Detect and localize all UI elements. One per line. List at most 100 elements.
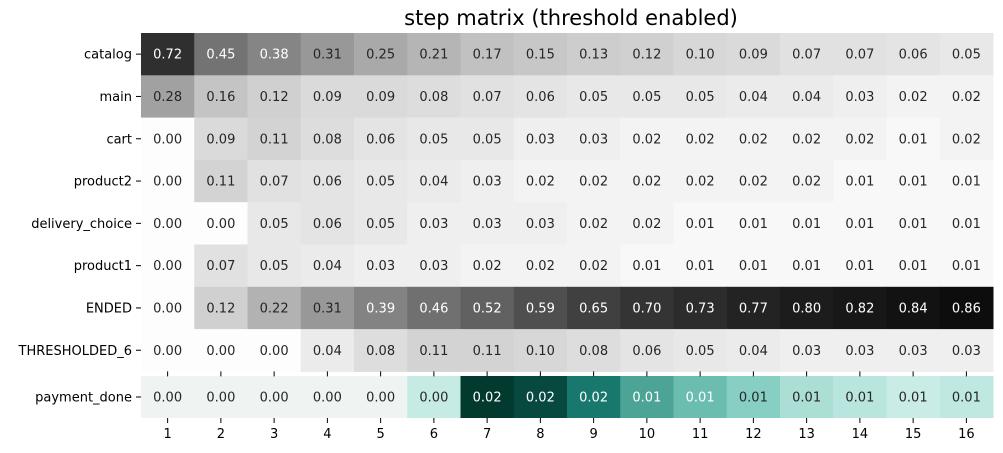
cell-value-label: 0.16 [206, 90, 235, 105]
heatmap-cell [833, 159, 887, 203]
heatmap-cell [567, 75, 621, 119]
chart-title: step matrix (threshold enabled) [404, 6, 738, 30]
heatmap-cell [141, 244, 195, 288]
heatmap-cell [354, 286, 408, 330]
heatmap-cell [141, 75, 195, 119]
cell-value-label: 0.01 [845, 175, 874, 190]
cell-value-label: 0.04 [313, 344, 342, 359]
cell-value-label: 0.45 [206, 48, 235, 63]
cell-value-label: 0.84 [899, 301, 928, 316]
heatmap-cell [833, 244, 887, 288]
heatmap-cell [726, 117, 781, 161]
cell-value-label: 0.01 [632, 259, 661, 274]
cell-value-label: 0.04 [313, 259, 342, 274]
heatmap-cell [300, 286, 355, 330]
cell-value-label: 0.07 [792, 48, 821, 63]
cell-value-label: 0.00 [153, 344, 182, 359]
y-tick-label: ENDED [86, 301, 132, 316]
heatmap-cell [780, 286, 834, 330]
heatmap-cell [407, 286, 461, 330]
heatmap-cell [726, 159, 781, 203]
heatmap-cell [620, 286, 674, 330]
heatmap-cell [460, 202, 515, 245]
heatmap-cell [726, 244, 781, 288]
heatmap-cell [780, 117, 834, 161]
cell-value-label: 0.03 [526, 132, 555, 147]
cell-value-label: 0.01 [899, 132, 928, 147]
cell-value-label: 0.00 [153, 301, 182, 316]
heatmap-cell [513, 329, 568, 372]
cell-value-label: 0.08 [313, 132, 342, 147]
target-heatmap-cell [300, 376, 355, 418]
cell-value-label: 0.00 [260, 344, 289, 359]
heatmap-cell [620, 33, 674, 76]
heatmap-cell [833, 329, 887, 372]
cell-value-label: 0.01 [739, 259, 768, 274]
cell-value-label: 0.01 [686, 259, 715, 274]
heatmap-cell [939, 286, 994, 330]
target-heatmap-cell [620, 376, 674, 418]
x-tick-label: 6 [430, 427, 438, 442]
heatmap-cell [460, 286, 515, 330]
cell-value-label: 0.03 [473, 175, 502, 190]
heatmap-cell [939, 159, 994, 203]
cell-value-label: 0.09 [206, 132, 235, 147]
heatmap-cell [780, 75, 834, 119]
heatmap-cell [673, 329, 728, 372]
heatmap-cell [194, 159, 248, 203]
heatmap-cell [354, 329, 408, 372]
heatmap-cell [141, 159, 195, 203]
heatmap-cell [513, 33, 568, 76]
heatmap-cell [726, 75, 781, 119]
heatmap-cell [833, 75, 887, 119]
cell-value-label: 0.07 [260, 175, 289, 190]
cell-value-label: 0.04 [792, 90, 821, 105]
cell-value-label: 0.03 [526, 217, 555, 232]
y-tick-label: main [100, 90, 132, 105]
heatmap-cell [620, 159, 674, 203]
heatmap-cell [567, 286, 621, 330]
cell-value-label: 0.00 [153, 132, 182, 147]
heatmap-cell [780, 329, 834, 372]
cell-value-label: 0.05 [260, 259, 289, 274]
heatmap-cell [407, 244, 461, 288]
heatmap-cell [939, 75, 994, 119]
heatmap-cell [833, 202, 887, 245]
x-tick-label: 14 [852, 427, 869, 442]
cell-value-label: 0.12 [260, 90, 289, 105]
cell-value-label: 0.03 [845, 90, 874, 105]
heatmap-cell [354, 244, 408, 288]
heatmap-cell [567, 202, 621, 245]
cell-value-label: 0.07 [845, 48, 874, 63]
heatmap-cell [939, 244, 994, 288]
cell-value-label: 0.00 [153, 391, 182, 406]
heatmap-cell [513, 286, 568, 330]
heatmap-cell [300, 33, 355, 76]
cell-value-label: 0.07 [206, 259, 235, 274]
cell-value-label: 0.02 [686, 175, 715, 190]
heatmap-cell [780, 159, 834, 203]
row-labels: catalog main cart product2 delivery_choicepr… [18, 48, 141, 406]
cell-value-label: 0.01 [899, 175, 928, 190]
cell-value-label: 0.06 [313, 175, 342, 190]
heatmap-cell [141, 33, 195, 76]
heatmap-cell [833, 117, 887, 161]
heatmap-cell [620, 244, 674, 288]
cell-value-label: 0.01 [686, 217, 715, 232]
y-tick-label: delivery_choice [31, 217, 132, 232]
heatmap-cell [460, 117, 515, 161]
cell-value-label: 0.03 [419, 217, 448, 232]
heatmap-cell [247, 244, 302, 288]
cell-value-label: 0.10 [526, 344, 555, 359]
heatmap-cell [567, 329, 621, 372]
x-tick-label: 3 [270, 427, 278, 442]
cell-value-label: 0.06 [366, 132, 395, 147]
cell-value-label: 0.05 [473, 132, 502, 147]
x-tick-label: 2 [217, 427, 225, 442]
heatmap-cell [726, 202, 781, 245]
heatmap-cell [620, 75, 674, 119]
cell-value-label: 0.65 [579, 301, 608, 316]
heatmap-cell [300, 202, 355, 245]
column-labels: 1 2 3 4 5 6 7 8 9 10 11 12 13 14 15 16 [163, 371, 975, 442]
